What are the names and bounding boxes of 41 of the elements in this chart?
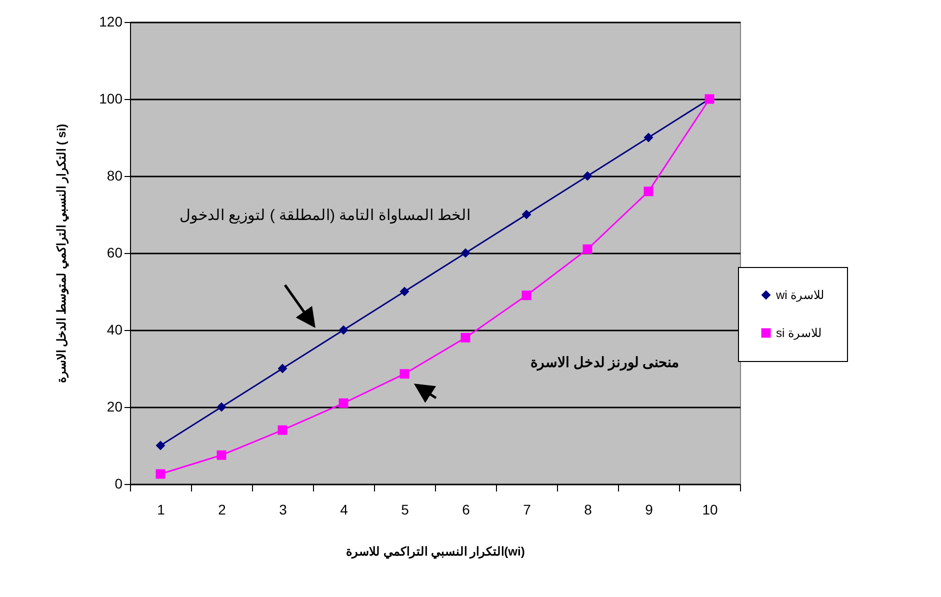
x-tick-label: 6 [462,502,470,518]
y-axis-title: التكرار النسبي التراكمي لمتوسط الدخل الاسرة ( si) [54,124,70,384]
point [400,369,410,379]
point [582,171,592,181]
x-tick-label: 3 [279,502,288,518]
x-tick-label: 4 [340,502,348,518]
y-tick-label: 40 [106,322,123,338]
annotation: الخط المساواة التامة (المطلقة ) لتوزيع الدخول [180,207,470,224]
point [582,244,592,254]
point [644,186,654,196]
point [460,332,470,342]
x-tick-label: 7 [523,502,532,518]
point [216,450,226,460]
point [278,364,288,374]
y-tick-label: 80 [106,168,123,184]
point [460,248,470,258]
point [156,440,166,450]
point [338,325,348,335]
x-tick-label: 5 [401,502,410,518]
x-tick-label: 8 [584,502,592,518]
x-tick-label: 1 [157,502,166,518]
point [522,210,532,220]
legend-label: wi للاسرة [775,288,825,302]
point [216,402,226,412]
point [156,469,166,479]
x-tick-label: 10 [702,502,718,518]
x-tick-label: 9 [645,502,654,518]
y-tick-label: 120 [99,14,123,30]
point [278,425,288,435]
y-tick-label: 20 [106,398,123,414]
y-tick-label: 0 [114,476,123,492]
y-tick-label: 60 [106,244,123,260]
x-tick-label: 2 [218,502,226,518]
point [400,286,410,296]
point [644,132,654,142]
point [338,398,348,408]
annotation: منحنى لورنز لدخل الاسرة [530,354,680,371]
y-tick-label: 100 [99,90,123,106]
legend-label: si للاسرة [776,326,822,340]
point [522,290,532,300]
x-axis-title: التكرار النسبي التراكمي للاسرة(wi) [346,544,525,560]
